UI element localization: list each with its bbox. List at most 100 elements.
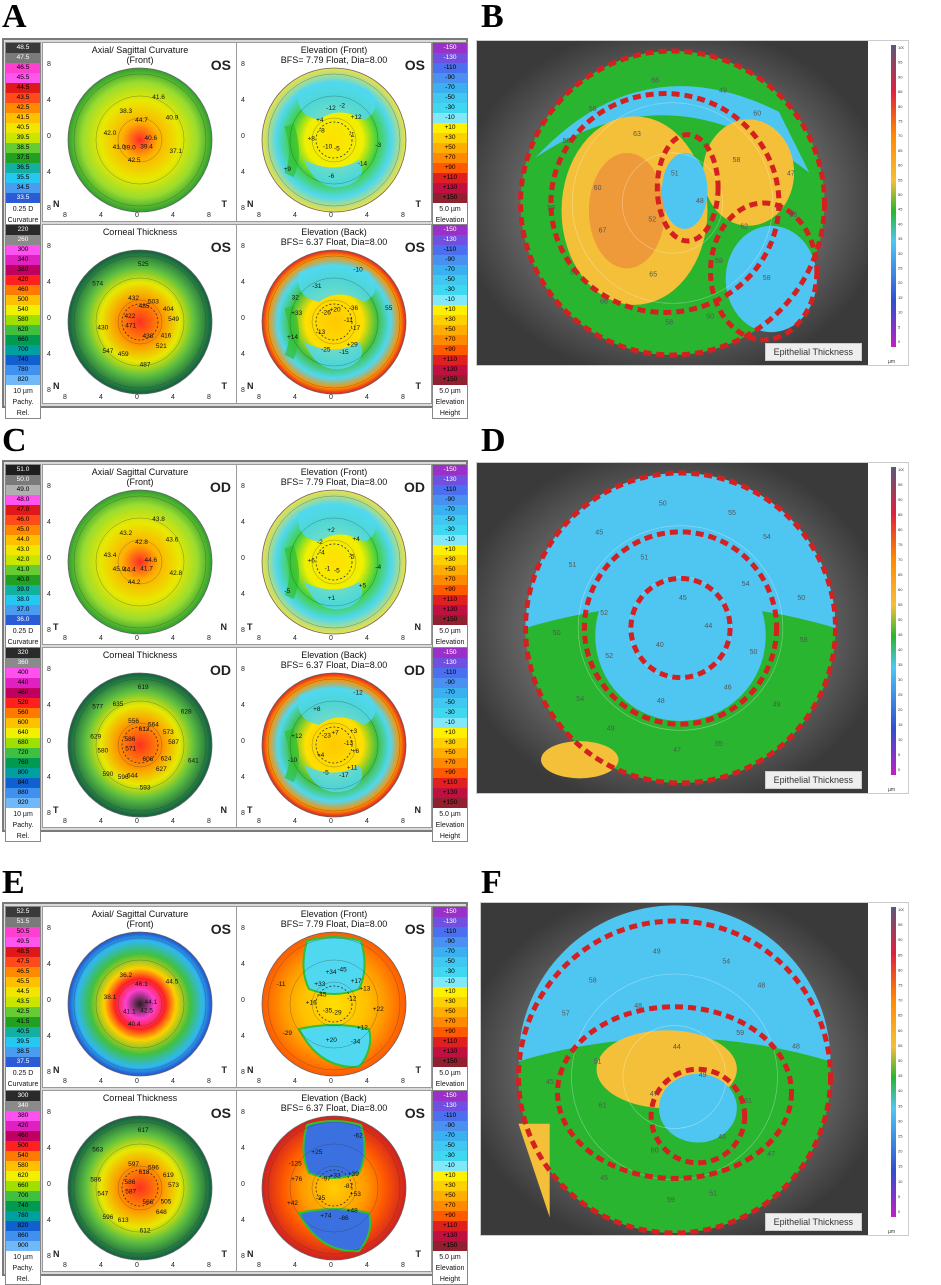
eye-label: OS <box>404 921 425 937</box>
scale-tick: 85 <box>898 89 903 94</box>
map-value: 628 <box>181 708 192 715</box>
scale-tick: 40 <box>898 1088 903 1093</box>
map-value: 40.6 <box>144 135 157 142</box>
scale-swatch: 660 <box>6 1181 40 1191</box>
scale-swatch: 49.5 <box>6 937 40 947</box>
scale-swatch: 35.5 <box>6 173 40 183</box>
epi-value: 44 <box>673 1044 681 1051</box>
scale-tick: 90 <box>898 497 903 502</box>
epithelial-map-b: 48 52 51 59 60 58 65 63 62 67 49 50 58 47 66 68 58 59 60 58… <box>476 40 909 366</box>
map-value: -17 <box>339 772 349 779</box>
lateral-label-right: N <box>220 622 228 632</box>
epi-value: 48 <box>696 198 704 205</box>
epithelial-thickness-label: Epithelial Thickness <box>764 1213 862 1231</box>
scale-swatch: 300 <box>6 1091 40 1101</box>
map-value: 42.8 <box>135 539 148 546</box>
map-value: -1 <box>325 566 331 573</box>
axis-tick: 0 <box>135 1262 139 1269</box>
axis-tick: 8 <box>401 1262 405 1269</box>
map-value: 43.2 <box>119 530 132 537</box>
scale-swatch: 220 <box>6 225 40 235</box>
scale-swatch: -70 <box>433 265 467 275</box>
scale-tick: 60 <box>898 163 903 168</box>
map-value: -10 <box>323 144 333 151</box>
scale-swatch: 39.5 <box>6 1037 40 1047</box>
scale-tick: 60 <box>898 587 903 592</box>
axis-tick: 8 <box>47 627 51 634</box>
epi-value: 67 <box>599 228 607 235</box>
scale-swatch: 540 <box>6 305 40 315</box>
scale-tick: 0 <box>898 1209 901 1214</box>
axis-tick: 4 <box>365 1078 369 1085</box>
map-value: 564 <box>148 722 159 729</box>
map-value: +22 <box>373 1006 384 1013</box>
quadrant-elevation-front: Elevation (Front) BFS= 7.79 Float, Dia=8.… <box>236 906 432 1088</box>
scale-tick: 70 <box>898 557 903 562</box>
map-value: +42 <box>287 1200 298 1207</box>
scale-tick: 45 <box>898 207 903 212</box>
scale-swatch: -30 <box>433 708 467 718</box>
map-value: 549 <box>168 316 179 323</box>
map-value: 596 <box>148 1165 159 1172</box>
scale-swatch: 780 <box>6 365 40 375</box>
scale-swatch: -30 <box>433 103 467 113</box>
quadrant-corneal-thickness: Corneal Thickness OS 471 485 438 422 404 459 432… <box>42 224 238 404</box>
epi-value: 45 <box>600 1175 608 1182</box>
eye-label: OD <box>404 479 425 495</box>
scale-tick: 95 <box>898 60 903 65</box>
epi-value: 54 <box>763 534 771 541</box>
scale-swatch: 880 <box>6 788 40 798</box>
axis-tick: 4 <box>99 394 103 401</box>
scale-swatch: -110 <box>433 927 467 937</box>
map-value: -35 <box>323 1008 333 1015</box>
axis-tick: 0 <box>241 997 245 1004</box>
scale-tick: 0 <box>898 339 901 344</box>
scale-unit: µm <box>888 359 896 365</box>
epithelial-scale: 1009590858075706560555045403530252015105… <box>888 41 905 365</box>
scale-swatch: -90 <box>433 1121 467 1131</box>
scale-swatch: 42.5 <box>6 1007 40 1017</box>
axis-tick: 4 <box>293 1262 297 1269</box>
epi-value: 48 <box>634 1003 642 1010</box>
scale-tick: 10 <box>898 310 903 315</box>
epi-value: 51 <box>640 555 648 562</box>
axis-tick: 0 <box>47 1181 51 1188</box>
axis-tick: 0 <box>329 635 333 642</box>
axis-tick: 8 <box>401 1078 405 1085</box>
map-value: +25 <box>311 1149 322 1156</box>
epi-value: 68 <box>651 78 659 85</box>
scale-swatch: +150 <box>433 193 467 203</box>
map-value: 38.3 <box>119 108 132 115</box>
scale-swatch: +10 <box>433 123 467 133</box>
axis-tick: 8 <box>63 212 67 219</box>
pentacam-map-e: Axial/ Sagittal Curvature (Front) OS 44.1 41… <box>2 902 468 1285</box>
axis-tick: 8 <box>207 1078 211 1085</box>
axis-tick: 8 <box>257 818 261 825</box>
map-value: +1 <box>328 595 336 602</box>
map-value: 43.6 <box>166 537 179 544</box>
map-value: -13 <box>344 740 354 747</box>
scale-swatch: 52.5 <box>6 907 40 917</box>
scale-swatch: -90 <box>433 255 467 265</box>
scale-swatch: 40.5 <box>6 123 40 133</box>
scale-swatch: -50 <box>433 275 467 285</box>
map-value: -35 <box>316 1195 326 1202</box>
scale-swatch: 840 <box>6 778 40 788</box>
axis-tick: 8 <box>257 1078 261 1085</box>
scale-tick: 20 <box>898 280 903 285</box>
map-value: -5 <box>334 567 340 574</box>
quadrant-subtitle: BFS= 7.79 Float, Dia=8.00 <box>280 55 388 65</box>
scale-tick: 65 <box>898 1013 903 1018</box>
scale-tick: 95 <box>898 482 903 487</box>
epi-value: 66 <box>600 298 608 305</box>
map-value: 41.0 <box>113 144 126 151</box>
map-svg: 44.1 41.1 46.1 42.5 38.1 44.5 40.4 36.2 <box>65 929 215 1079</box>
axis-tick: 4 <box>171 394 175 401</box>
scale-tick: 45 <box>898 1073 903 1078</box>
map-value: 648 <box>156 1209 167 1216</box>
scale-tick: 15 <box>898 295 903 300</box>
map-value: -23 <box>321 733 331 740</box>
scale-swatch: 620 <box>6 1171 40 1181</box>
scale-swatch: -30 <box>433 967 467 977</box>
epi-value: 50 <box>553 630 561 637</box>
